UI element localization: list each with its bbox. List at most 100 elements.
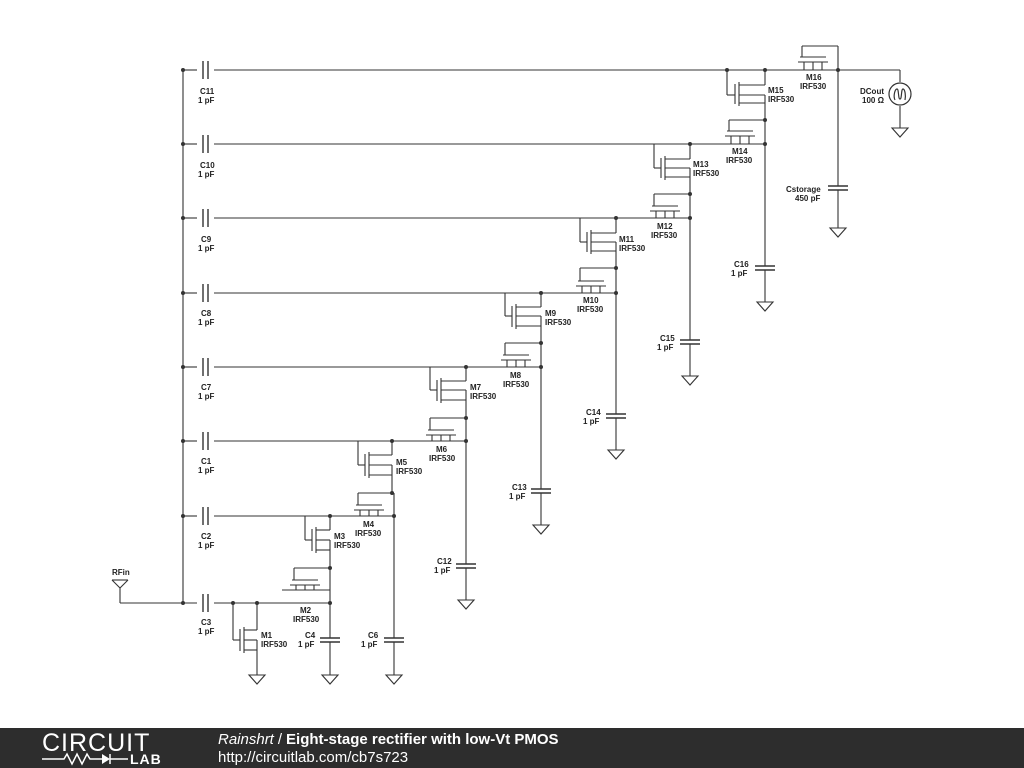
circuitlab-logo[interactable]: CIRCUIT LAB [42,730,182,766]
label-c11: C11 [200,87,215,96]
ground-symbol [828,227,848,238]
model-m5: IRF530 [396,467,423,476]
capacitor-c10 [202,135,209,153]
model-m15: IRF530 [768,95,795,104]
ground-symbols [247,127,910,685]
mosfet-m6 [426,429,456,441]
model-m2: IRF530 [293,615,320,624]
circuit-title-line: Rainshrt / Eight-stage rectifier with low-… [218,731,559,749]
wires [119,45,901,675]
value-c14: 1 pF [583,417,600,426]
value-c16: 1 pF [731,269,748,278]
schematic: RFin C11 1 pF C10 1 pF C9 1 pF C8 1 pF C… [111,45,912,685]
label-m2: M2 [300,606,312,615]
value-c7: 1 pF [198,392,215,401]
label-m7: M7 [470,383,482,392]
title-separator: / [277,731,283,748]
value-c8: 1 pF [198,318,215,327]
label-m8: M8 [510,371,522,380]
value-c10: 1 pF [198,170,215,179]
ground-symbol [606,449,626,460]
model-m16: IRF530 [800,82,827,91]
mosfets-horizontal [282,56,828,591]
mosfet-m4 [354,504,384,516]
mosfet-m12 [650,205,680,218]
capacitor-c8 [202,284,209,302]
mosfet-m9 [511,302,542,331]
label-c16: C16 [734,260,749,269]
mosfet-m16 [798,56,828,70]
label-m16: M16 [806,73,822,82]
storage-capacitors [320,185,848,643]
model-m10: IRF530 [577,305,604,314]
value-c6: 1 pF [361,640,378,649]
capacitor-cstorage [828,185,848,191]
ground-symbol [456,599,476,610]
label-dcout: DCout [860,87,884,96]
value-c11: 1 pF [198,96,215,105]
model-m3: IRF530 [334,541,361,550]
label-m12: M12 [657,222,673,231]
capacitor-c11 [202,61,209,79]
label-c7: C7 [201,383,212,392]
ground-symbol [247,674,267,685]
ground-symbol [531,524,551,535]
label-m4: M4 [363,520,375,529]
dcout-load-icon [888,82,912,106]
capacitor-c1 [202,432,209,450]
label-m11: M11 [619,235,635,244]
mosfet-m3 [311,525,331,555]
mosfet-m8 [501,354,531,367]
ground-symbol [384,674,404,685]
label-m1: M1 [261,631,273,640]
ground-symbol [320,674,340,685]
mosfet-m13 [660,154,691,182]
label-c6: C6 [368,631,379,640]
model-m14: IRF530 [726,156,753,165]
mosfet-m5 [364,450,393,480]
circuit-url-link[interactable]: http://circuitlab.com/cb7s723 [218,749,409,766]
capacitor-c16 [755,265,775,271]
capacitor-c3 [202,594,209,612]
value-c13: 1 pF [509,492,526,501]
label-c15: C15 [660,334,675,343]
label-c8: C8 [201,309,212,318]
mosfet-m14 [725,130,755,144]
model-m1: IRF530 [261,640,288,649]
value-c3: 1 pF [198,627,215,636]
mosfet-m15 [734,80,766,108]
value-c15: 1 pF [657,343,674,352]
mosfet-m11 [586,228,617,256]
label-c9: C9 [201,235,212,244]
author-link[interactable]: Rainshrt [218,731,274,748]
value-dcout: 100 Ω [862,96,885,105]
model-m4: IRF530 [355,529,382,538]
label-cstorage: Cstorage [786,185,821,194]
value-c4: 1 pF [298,640,315,649]
circuit-title: Eight-stage rectifier with low-Vt PMOS [286,731,559,748]
label-c12: C12 [437,557,452,566]
capacitor-c12 [456,563,476,569]
label-m5: M5 [396,458,408,467]
model-m6: IRF530 [429,454,456,463]
label-m14: M14 [732,147,748,156]
logo-top-text: CIRCUIT [42,729,151,757]
value-c12: 1 pF [434,566,451,575]
capacitor-c13 [531,488,551,494]
label-c13: C13 [512,483,527,492]
capacitor-c4 [320,637,340,643]
component-labels: RFin C11 1 pF C10 1 pF C9 1 pF C8 1 pF C… [112,73,885,649]
mosfet-m2 [282,579,330,591]
value-c2: 1 pF [198,541,215,550]
logo-bottom-text: LAB [130,751,162,767]
label-c14: C14 [586,408,601,417]
model-m9: IRF530 [545,318,572,327]
mosfet-m1 [239,625,258,655]
antenna-icon [111,579,129,589]
model-m11: IRF530 [619,244,646,253]
label-m9: M9 [545,309,557,318]
label-c4: C4 [305,631,316,640]
label-c1: C1 [201,457,212,466]
mosfet-m10 [576,280,606,293]
mosfet-m7 [436,376,467,405]
